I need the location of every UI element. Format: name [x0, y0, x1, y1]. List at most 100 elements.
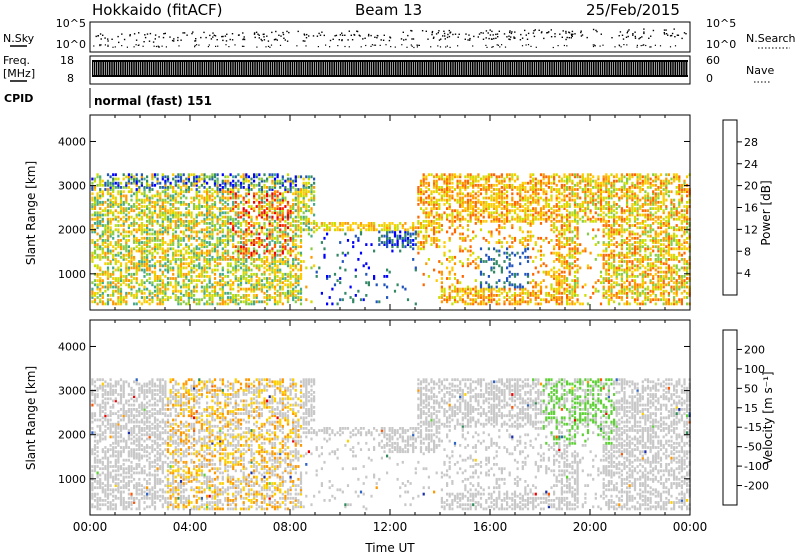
range-cell — [245, 264, 248, 268]
range-cell — [177, 281, 180, 285]
range-cell — [216, 236, 219, 240]
range-cell — [422, 179, 425, 183]
noise-dot — [296, 45, 298, 47]
range-cell — [299, 253, 303, 257]
range-cell — [146, 232, 149, 236]
range-cell — [185, 213, 188, 217]
range-cell — [516, 219, 519, 223]
noise-dot — [161, 45, 163, 47]
range-cell — [302, 192, 305, 196]
noise-dot — [353, 33, 355, 36]
range-cell — [114, 302, 117, 306]
frequency-gap — [401, 62, 402, 75]
range-cell — [331, 302, 334, 306]
range-cell — [99, 272, 102, 276]
range-cell — [498, 287, 501, 291]
noise-dot — [431, 31, 433, 34]
range-cell — [388, 224, 391, 227]
range-cell — [112, 277, 115, 280]
frequency-gap — [335, 62, 336, 75]
frequency-gap — [231, 62, 233, 75]
range-cell — [443, 294, 446, 297]
frequency-gap — [669, 62, 670, 75]
range-cell — [101, 179, 104, 183]
frequency-gap — [469, 62, 470, 75]
range-cell — [164, 283, 167, 287]
range-cell — [511, 272, 514, 276]
range-cell — [459, 203, 462, 206]
range-cell — [503, 183, 506, 187]
range-cell — [146, 194, 149, 198]
noise-dot — [571, 35, 573, 37]
range-cell — [148, 249, 151, 253]
range-cell — [276, 279, 279, 282]
range-cell — [200, 241, 203, 244]
range-cell — [166, 188, 170, 191]
range-cell — [226, 253, 230, 257]
range-cell — [490, 268, 493, 272]
frequency-gap — [207, 62, 208, 75]
range-cell — [359, 298, 363, 302]
range-cell — [279, 249, 282, 253]
range-cell — [138, 300, 141, 304]
range-cell — [297, 188, 300, 191]
range-cell — [253, 175, 256, 179]
range-cell — [532, 279, 535, 282]
range-cell — [245, 251, 248, 255]
range-cell — [153, 175, 157, 179]
range-cell — [255, 230, 258, 234]
range-cell — [344, 253, 347, 257]
range-cell — [166, 230, 170, 234]
range-cell — [232, 239, 235, 242]
range-cell — [93, 188, 97, 191]
range-cell — [195, 253, 198, 257]
range-cell — [516, 294, 519, 297]
range-cell — [99, 294, 102, 297]
frequency-gap — [165, 62, 167, 75]
range-cell — [96, 264, 99, 268]
range-cell — [495, 281, 498, 285]
range-cell — [182, 213, 185, 217]
range-cell — [268, 268, 271, 272]
range-cell — [117, 177, 120, 181]
frequency-gap — [203, 62, 204, 75]
range-cell — [516, 300, 519, 304]
range-cell — [258, 173, 261, 177]
noise-dot — [302, 40, 304, 42]
range-cell — [234, 266, 237, 270]
range-cell — [200, 211, 203, 215]
range-cell — [93, 241, 97, 244]
range-cell — [268, 203, 271, 206]
range-cell — [490, 266, 493, 270]
cpid-row: CPID normal (fast) 151 — [4, 88, 212, 108]
range-cell — [365, 272, 368, 276]
range-cell — [305, 181, 308, 185]
range-cell — [112, 249, 115, 253]
range-cell — [490, 294, 493, 297]
range-cell — [506, 186, 509, 189]
range-cell — [229, 230, 232, 234]
range-cell — [203, 285, 206, 289]
range-cell — [451, 283, 454, 287]
range-cell — [211, 302, 214, 306]
range-cell — [200, 289, 203, 293]
range-cell — [537, 196, 540, 200]
range-cell — [534, 181, 537, 185]
range-cell — [187, 262, 190, 266]
frequency-gap — [506, 62, 508, 75]
frequency-gap — [262, 62, 263, 75]
range-cell — [503, 296, 506, 299]
range-cell — [367, 283, 370, 287]
range-cell — [511, 236, 514, 240]
range-cell — [435, 226, 438, 230]
range-cell — [273, 300, 277, 304]
range-cell — [234, 217, 237, 221]
range-cell — [200, 194, 203, 198]
range-cell — [375, 300, 378, 304]
noise-dot — [221, 35, 223, 38]
range-cell — [187, 228, 190, 232]
frequency-gap — [117, 62, 118, 75]
range-cell — [487, 177, 490, 181]
range-cell — [229, 270, 232, 274]
frequency-gap — [526, 62, 527, 75]
